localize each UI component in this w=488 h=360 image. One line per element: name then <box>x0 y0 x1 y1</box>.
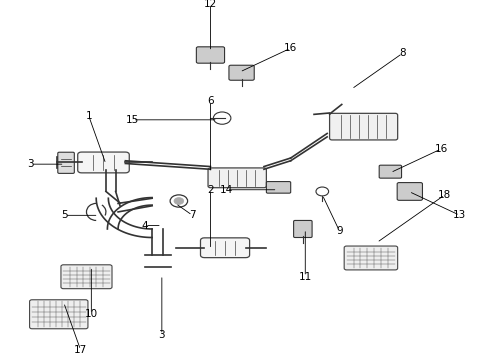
Text: 10: 10 <box>84 309 98 319</box>
Text: 2: 2 <box>207 185 213 195</box>
FancyBboxPatch shape <box>58 152 74 174</box>
Text: 16: 16 <box>284 43 297 53</box>
FancyBboxPatch shape <box>344 246 397 270</box>
Text: 17: 17 <box>74 345 87 355</box>
Text: 8: 8 <box>398 48 405 58</box>
FancyBboxPatch shape <box>196 47 224 63</box>
Text: 16: 16 <box>434 144 447 154</box>
FancyBboxPatch shape <box>293 220 311 238</box>
Text: 5: 5 <box>61 210 68 220</box>
Text: 4: 4 <box>141 221 148 230</box>
FancyBboxPatch shape <box>200 238 249 258</box>
FancyBboxPatch shape <box>30 300 88 329</box>
FancyBboxPatch shape <box>378 165 401 178</box>
Text: 11: 11 <box>298 272 311 282</box>
FancyBboxPatch shape <box>61 265 112 289</box>
Text: 1: 1 <box>85 111 92 121</box>
Circle shape <box>174 198 183 204</box>
Text: 9: 9 <box>335 226 342 236</box>
Text: 12: 12 <box>203 0 217 9</box>
FancyBboxPatch shape <box>78 152 129 173</box>
Text: 18: 18 <box>437 190 450 200</box>
Text: 3: 3 <box>158 330 165 340</box>
Text: 7: 7 <box>189 210 195 220</box>
FancyBboxPatch shape <box>329 113 397 140</box>
FancyBboxPatch shape <box>266 181 290 193</box>
FancyBboxPatch shape <box>207 168 266 188</box>
Text: 13: 13 <box>452 210 466 220</box>
Text: 14: 14 <box>220 185 233 195</box>
Text: 15: 15 <box>126 115 139 125</box>
Text: 6: 6 <box>207 96 213 106</box>
FancyBboxPatch shape <box>228 65 254 80</box>
Text: 3: 3 <box>27 159 34 169</box>
FancyBboxPatch shape <box>396 183 422 200</box>
